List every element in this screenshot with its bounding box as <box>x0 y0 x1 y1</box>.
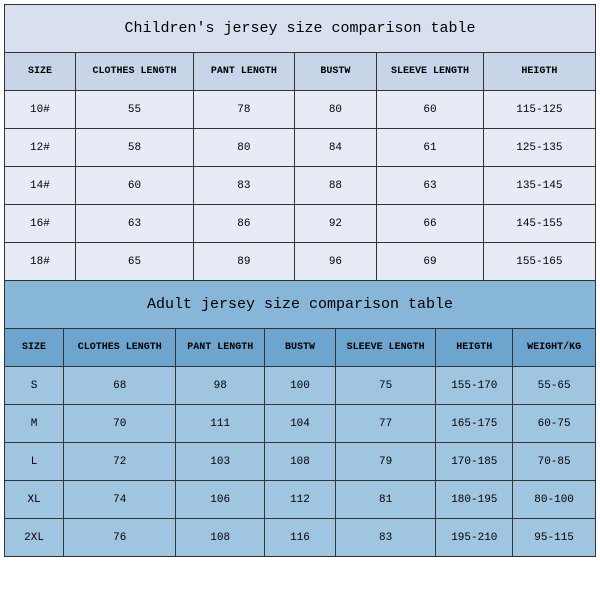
cell: 92 <box>294 205 377 243</box>
col-header: HEIGTH <box>436 329 513 367</box>
cell: 80-100 <box>513 481 596 519</box>
adult-size-table: Adult jersey size comparison table SIZE … <box>4 280 596 557</box>
cell: 65 <box>75 243 193 281</box>
cell: 61 <box>377 129 483 167</box>
cell: 79 <box>335 443 435 481</box>
children-size-table: Children's jersey size comparison table … <box>4 4 596 281</box>
children-header-row: SIZE CLOTHES LENGTH PANT LENGTH BUSTW SL… <box>5 53 596 91</box>
cell: 100 <box>265 367 336 405</box>
cell: M <box>5 405 64 443</box>
table-row: 14# 60 83 88 63 135-145 <box>5 167 596 205</box>
cell: 111 <box>176 405 265 443</box>
cell: 70-85 <box>513 443 596 481</box>
adult-title: Adult jersey size comparison table <box>5 281 596 329</box>
cell: XL <box>5 481 64 519</box>
table-row: S 68 98 100 75 155-170 55-65 <box>5 367 596 405</box>
cell: 55 <box>75 91 193 129</box>
cell: 58 <box>75 129 193 167</box>
cell: 155-165 <box>483 243 595 281</box>
cell: 180-195 <box>436 481 513 519</box>
cell: 104 <box>265 405 336 443</box>
cell: 68 <box>64 367 176 405</box>
children-title-row: Children's jersey size comparison table <box>5 5 596 53</box>
cell: 165-175 <box>436 405 513 443</box>
cell: 74 <box>64 481 176 519</box>
cell: 145-155 <box>483 205 595 243</box>
adult-header-row: SIZE CLOTHES LENGTH PANT LENGTH BUSTW SL… <box>5 329 596 367</box>
col-header: PANT LENGTH <box>176 329 265 367</box>
col-header: CLOTHES LENGTH <box>64 329 176 367</box>
cell: 86 <box>194 205 294 243</box>
cell: 60-75 <box>513 405 596 443</box>
col-header: SLEEVE LENGTH <box>377 53 483 91</box>
cell: 60 <box>75 167 193 205</box>
cell: 77 <box>335 405 435 443</box>
cell: 95-115 <box>513 519 596 557</box>
cell: 195-210 <box>436 519 513 557</box>
children-title: Children's jersey size comparison table <box>5 5 596 53</box>
cell: 155-170 <box>436 367 513 405</box>
col-header: SIZE <box>5 53 76 91</box>
table-row: 12# 58 80 84 61 125-135 <box>5 129 596 167</box>
cell: L <box>5 443 64 481</box>
cell: 135-145 <box>483 167 595 205</box>
cell: 70 <box>64 405 176 443</box>
adult-title-row: Adult jersey size comparison table <box>5 281 596 329</box>
cell: 125-135 <box>483 129 595 167</box>
col-header: WEIGHT/KG <box>513 329 596 367</box>
table-row: 10# 55 78 80 60 115-125 <box>5 91 596 129</box>
table-row: XL 74 106 112 81 180-195 80-100 <box>5 481 596 519</box>
cell: 75 <box>335 367 435 405</box>
cell: 76 <box>64 519 176 557</box>
cell: 115-125 <box>483 91 595 129</box>
cell: 89 <box>194 243 294 281</box>
cell: 14# <box>5 167 76 205</box>
cell: 69 <box>377 243 483 281</box>
col-header: PANT LENGTH <box>194 53 294 91</box>
cell: 112 <box>265 481 336 519</box>
cell: 78 <box>194 91 294 129</box>
cell: 72 <box>64 443 176 481</box>
cell: 103 <box>176 443 265 481</box>
cell: 81 <box>335 481 435 519</box>
table-row: 16# 63 86 92 66 145-155 <box>5 205 596 243</box>
table-row: M 70 111 104 77 165-175 60-75 <box>5 405 596 443</box>
col-header: SLEEVE LENGTH <box>335 329 435 367</box>
cell: 16# <box>5 205 76 243</box>
cell: 106 <box>176 481 265 519</box>
cell: 108 <box>265 443 336 481</box>
cell: 80 <box>194 129 294 167</box>
table-row: 18# 65 89 96 69 155-165 <box>5 243 596 281</box>
cell: S <box>5 367 64 405</box>
table-row: L 72 103 108 79 170-185 70-85 <box>5 443 596 481</box>
cell: 84 <box>294 129 377 167</box>
size-chart-container: Children's jersey size comparison table … <box>0 0 600 561</box>
cell: 80 <box>294 91 377 129</box>
cell: 83 <box>194 167 294 205</box>
cell: 96 <box>294 243 377 281</box>
cell: 18# <box>5 243 76 281</box>
col-header: HEIGTH <box>483 53 595 91</box>
table-row: 2XL 76 108 116 83 195-210 95-115 <box>5 519 596 557</box>
col-header: CLOTHES LENGTH <box>75 53 193 91</box>
cell: 2XL <box>5 519 64 557</box>
cell: 63 <box>377 167 483 205</box>
cell: 66 <box>377 205 483 243</box>
cell: 170-185 <box>436 443 513 481</box>
cell: 108 <box>176 519 265 557</box>
cell: 60 <box>377 91 483 129</box>
cell: 63 <box>75 205 193 243</box>
cell: 55-65 <box>513 367 596 405</box>
cell: 88 <box>294 167 377 205</box>
cell: 12# <box>5 129 76 167</box>
cell: 10# <box>5 91 76 129</box>
col-header: BUSTW <box>265 329 336 367</box>
cell: 83 <box>335 519 435 557</box>
col-header: BUSTW <box>294 53 377 91</box>
col-header: SIZE <box>5 329 64 367</box>
cell: 116 <box>265 519 336 557</box>
cell: 98 <box>176 367 265 405</box>
